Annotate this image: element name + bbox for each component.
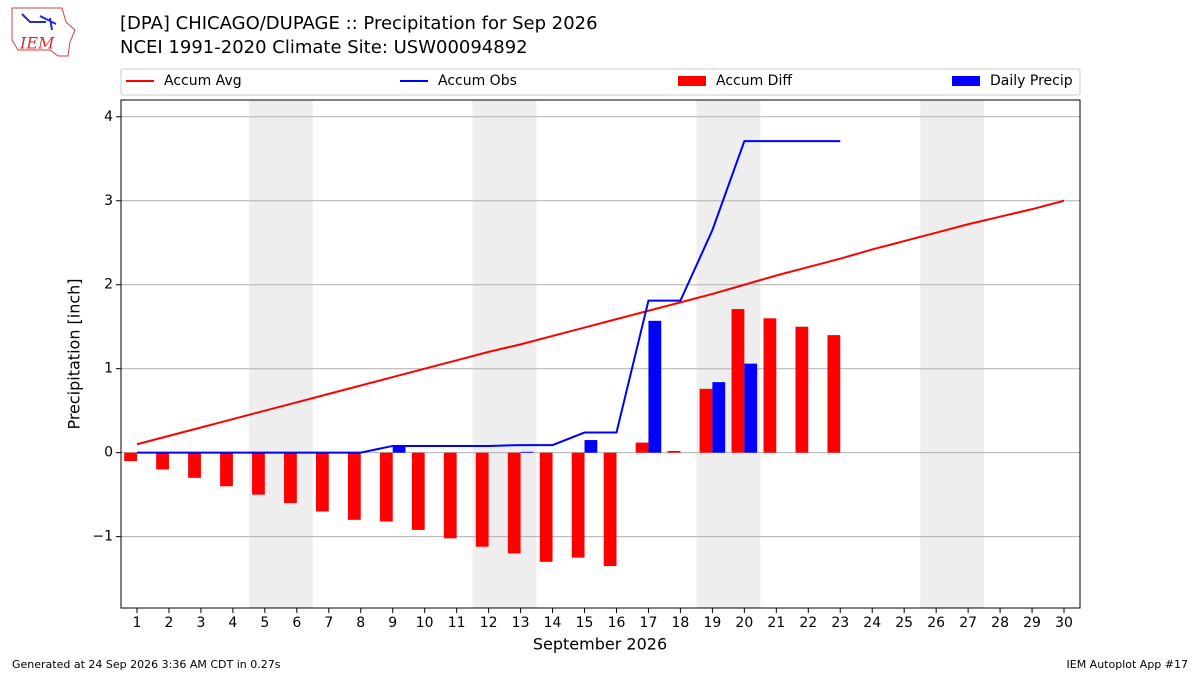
legend-label: Accum Avg <box>164 73 242 89</box>
x-tick-label: 3 <box>196 615 205 631</box>
weekend-band <box>248 100 313 608</box>
x-tick-label: 5 <box>260 615 269 631</box>
bar <box>443 452 457 539</box>
plot-frame <box>120 99 1081 609</box>
x-tick-label: 25 <box>895 615 913 631</box>
bar <box>712 382 726 453</box>
legend-box <box>120 68 1081 96</box>
bar <box>539 452 553 562</box>
bar <box>411 452 425 530</box>
x-tick-label: 17 <box>640 615 658 631</box>
weekend-band <box>696 100 761 608</box>
legend-swatch <box>678 76 706 86</box>
x-tick-label: 7 <box>324 615 333 631</box>
bar <box>379 452 393 522</box>
x-tick-label: 18 <box>672 615 690 631</box>
bar <box>252 452 265 495</box>
x-tick-label: 6 <box>292 615 301 631</box>
bar <box>507 452 521 554</box>
x-tick-label: 30 <box>1055 615 1073 631</box>
x-tick-label: 14 <box>544 615 562 631</box>
chart-title: [DPA] CHICAGO/DUPAGE :: Precipitation fo… <box>120 13 598 34</box>
y-tick-label: 4 <box>104 109 113 125</box>
bar <box>220 452 233 487</box>
x-tick-label: 10 <box>416 615 434 631</box>
bar <box>347 452 361 520</box>
x-tick-label: 9 <box>388 615 397 631</box>
logo-outline <box>11 7 76 57</box>
legend-label: Accum Diff <box>716 73 792 89</box>
x-tick-label: 20 <box>735 615 753 631</box>
x-tick-label: 15 <box>576 615 594 631</box>
x-axis-label: September 2026 <box>533 635 667 654</box>
bar <box>635 442 649 453</box>
bar <box>571 452 585 558</box>
bar <box>124 452 137 462</box>
y-tick-label: −1 <box>92 529 113 545</box>
bar <box>520 451 534 453</box>
y-tick-label: 2 <box>104 277 113 293</box>
y-tick-label: 0 <box>104 445 113 461</box>
legend-label: Daily Precip <box>990 73 1073 89</box>
bar <box>744 363 758 453</box>
x-tick-label: 16 <box>608 615 626 631</box>
bar <box>156 452 169 470</box>
bar <box>667 450 681 453</box>
legend-label: Accum Obs <box>438 73 517 89</box>
weekend-band <box>920 100 985 608</box>
footer-left: Generated at 24 Sep 2026 3:36 AM CDT in … <box>12 658 281 671</box>
x-tick-label: 21 <box>767 615 785 631</box>
x-tick-label: 26 <box>927 615 945 631</box>
bar <box>315 452 329 512</box>
y-tick-label: 1 <box>104 361 113 377</box>
bar <box>648 320 662 453</box>
footer-right: IEM Autoplot App #17 <box>1067 658 1189 671</box>
x-tick-label: 28 <box>991 615 1009 631</box>
bar <box>284 452 297 504</box>
x-tick-label: 13 <box>512 615 530 631</box>
x-tick-label: 24 <box>863 615 881 631</box>
x-tick-label: 27 <box>959 615 977 631</box>
bar <box>731 309 745 453</box>
x-tick-label: 2 <box>164 615 173 631</box>
bar <box>699 388 713 453</box>
x-tick-label: 11 <box>448 615 466 631</box>
logo: IEM <box>11 7 76 57</box>
chart-subtitle: NCEI 1991-2020 Climate Site: USW00094892 <box>120 37 528 58</box>
bar <box>475 452 489 547</box>
bar <box>603 452 617 567</box>
y-tick-label: 3 <box>104 193 113 209</box>
line <box>136 199 1065 446</box>
bar <box>188 452 201 478</box>
x-tick-label: 1 <box>133 615 142 631</box>
x-tick-label: 23 <box>831 615 849 631</box>
logo-text: IEM <box>19 34 55 53</box>
y-axis-label: Precipitation [inch] <box>65 278 84 429</box>
line <box>136 140 841 454</box>
bar <box>795 326 809 453</box>
bar <box>584 440 598 453</box>
bar <box>392 445 406 453</box>
x-tick-label: 4 <box>228 615 237 631</box>
legend-swatch <box>952 76 980 86</box>
bar <box>827 335 841 453</box>
x-tick-label: 29 <box>1023 615 1041 631</box>
x-tick-label: 8 <box>356 615 365 631</box>
bar <box>763 318 777 453</box>
x-tick-label: 22 <box>799 615 817 631</box>
x-tick-label: 19 <box>703 615 721 631</box>
x-tick-label: 12 <box>480 615 498 631</box>
logo-icon <box>21 13 57 31</box>
